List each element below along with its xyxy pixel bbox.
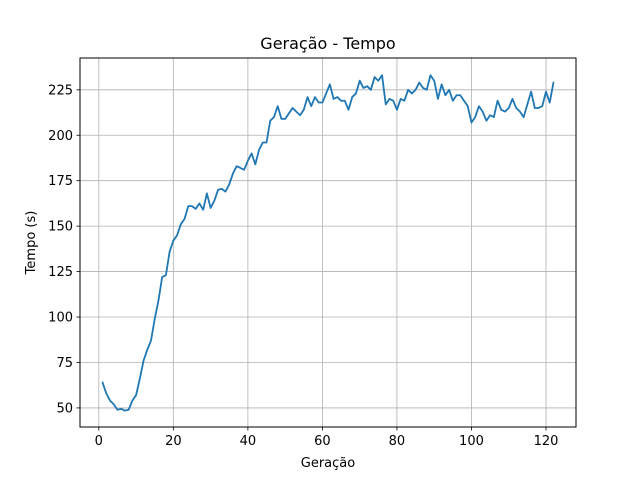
x-tick-label: 120: [534, 434, 559, 449]
y-tick-label: 50: [56, 401, 73, 416]
x-tick-label: 60: [314, 434, 331, 449]
series-layer: [101, 74, 555, 412]
y-tick-label: 225: [48, 83, 73, 98]
y-axis-label: Tempo (s): [24, 211, 39, 276]
y-tick-label: 100: [48, 311, 73, 326]
plot-frame: [79, 57, 577, 428]
y-tick-label: 75: [56, 356, 73, 371]
x-tick-label: 0: [95, 434, 103, 449]
x-axis-ticks: 0 20 40 60 80 100 120: [95, 427, 559, 449]
y-tick-label: 150: [48, 220, 73, 235]
series-line: [101, 74, 555, 412]
x-tick-label: 100: [459, 434, 484, 449]
y-tick-label: 175: [48, 174, 73, 189]
x-tick-label: 80: [389, 434, 406, 449]
x-tick-label: 20: [165, 434, 182, 449]
y-tick-label: 125: [48, 265, 73, 280]
y-axis-ticks: 50 75 100 125 150 175 200 225: [48, 83, 80, 416]
chart-title: Geração - Tempo: [260, 34, 395, 53]
x-axis-label: Geração: [301, 456, 355, 471]
x-tick-label: 40: [240, 434, 257, 449]
y-tick-label: 200: [48, 129, 73, 144]
